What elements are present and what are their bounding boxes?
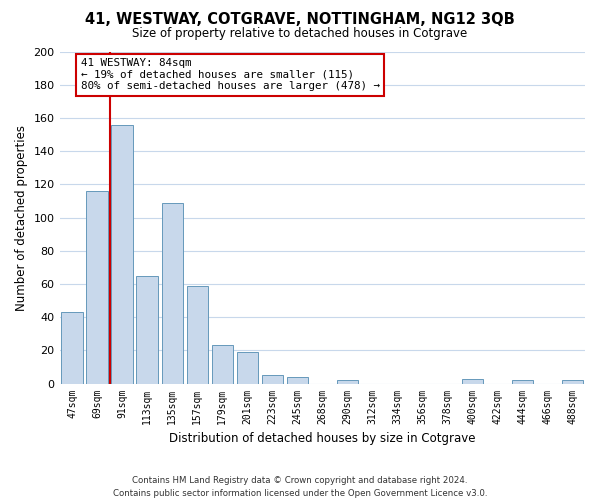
Bar bbox=[161, 202, 183, 384]
X-axis label: Distribution of detached houses by size in Cotgrave: Distribution of detached houses by size … bbox=[169, 432, 476, 445]
Text: 41 WESTWAY: 84sqm
← 19% of detached houses are smaller (115)
80% of semi-detache: 41 WESTWAY: 84sqm ← 19% of detached hous… bbox=[81, 58, 380, 92]
Bar bbox=[262, 376, 283, 384]
Bar bbox=[512, 380, 533, 384]
Text: Contains HM Land Registry data © Crown copyright and database right 2024.
Contai: Contains HM Land Registry data © Crown c… bbox=[113, 476, 487, 498]
Bar bbox=[61, 312, 83, 384]
Bar bbox=[287, 377, 308, 384]
Bar bbox=[337, 380, 358, 384]
Bar bbox=[112, 124, 133, 384]
Bar bbox=[562, 380, 583, 384]
Bar bbox=[136, 276, 158, 384]
Bar bbox=[212, 346, 233, 384]
Bar bbox=[462, 378, 483, 384]
Text: 41, WESTWAY, COTGRAVE, NOTTINGHAM, NG12 3QB: 41, WESTWAY, COTGRAVE, NOTTINGHAM, NG12 … bbox=[85, 12, 515, 28]
Y-axis label: Number of detached properties: Number of detached properties bbox=[15, 124, 28, 310]
Bar bbox=[187, 286, 208, 384]
Text: Size of property relative to detached houses in Cotgrave: Size of property relative to detached ho… bbox=[133, 28, 467, 40]
Bar bbox=[86, 191, 108, 384]
Bar bbox=[236, 352, 258, 384]
